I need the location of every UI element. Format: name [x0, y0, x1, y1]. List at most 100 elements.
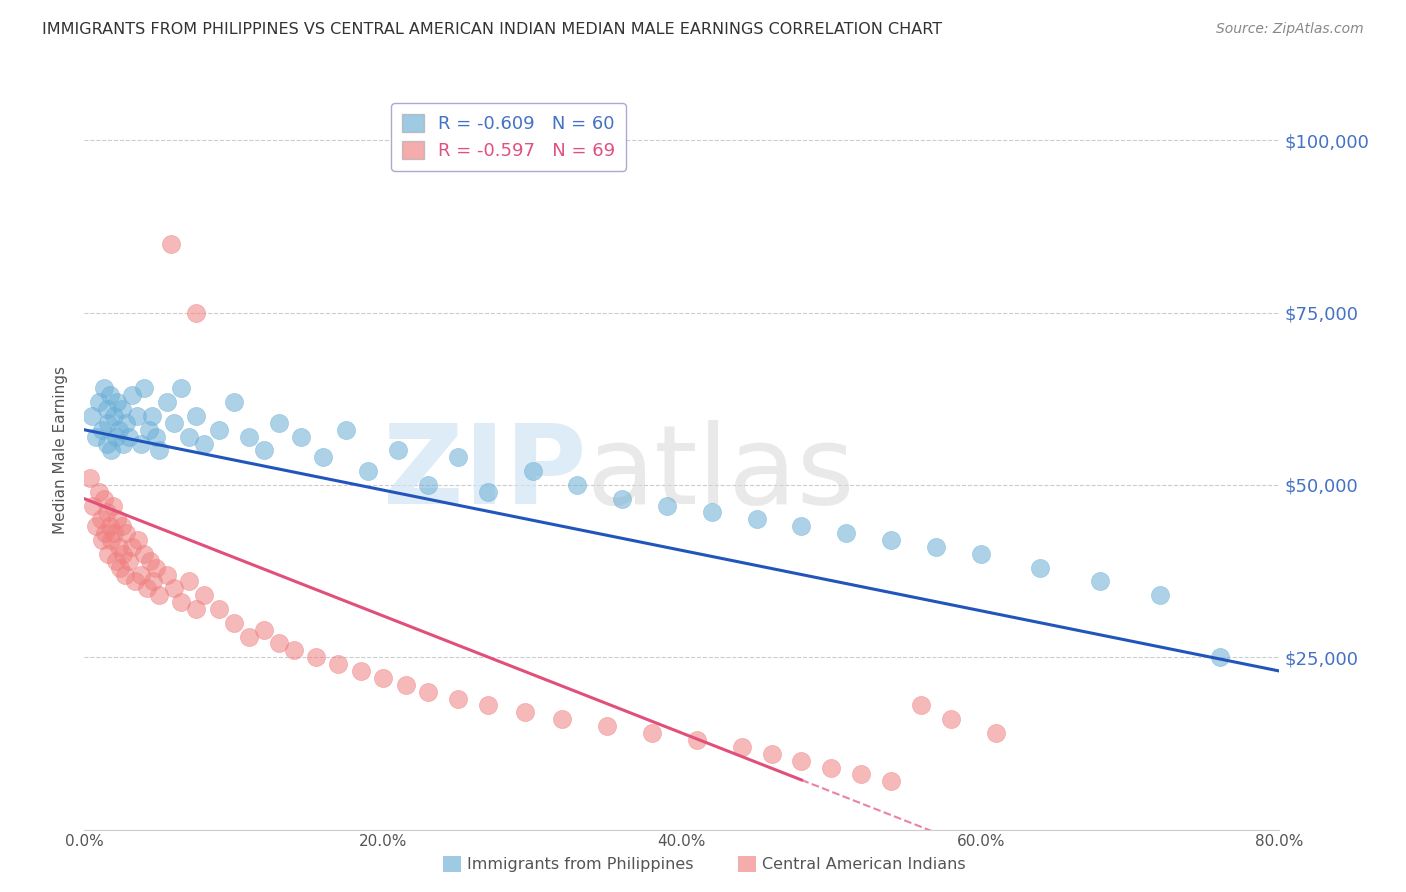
Point	[394, 678, 416, 692]
Point	[984, 726, 1007, 740]
Point	[129, 567, 152, 582]
Point	[193, 436, 215, 450]
Point	[357, 464, 380, 478]
Point	[208, 423, 231, 437]
Point	[100, 443, 122, 458]
Point	[193, 588, 215, 602]
Point	[86, 430, 108, 444]
Point	[447, 691, 470, 706]
Point	[655, 499, 678, 513]
Point	[170, 595, 193, 609]
Point	[910, 698, 932, 713]
Point	[416, 684, 439, 698]
Point	[93, 491, 115, 506]
Point	[96, 506, 118, 520]
Point	[79, 471, 101, 485]
Point	[96, 402, 118, 417]
Point	[387, 443, 409, 458]
Point	[148, 588, 170, 602]
Text: Source: ZipAtlas.com: Source: ZipAtlas.com	[1216, 22, 1364, 37]
Point	[1090, 574, 1112, 589]
Point	[835, 526, 858, 541]
Point	[98, 519, 121, 533]
Point	[103, 409, 125, 423]
Point	[283, 643, 305, 657]
Point	[447, 450, 470, 465]
Point	[98, 388, 121, 402]
Point	[80, 409, 103, 423]
Point	[238, 630, 260, 644]
Point	[89, 395, 111, 409]
Point	[114, 567, 136, 582]
Point	[118, 554, 141, 568]
Point	[305, 650, 328, 665]
Point	[970, 547, 993, 561]
Point	[186, 305, 208, 319]
Point	[141, 409, 163, 423]
Point	[138, 423, 160, 437]
Point	[267, 636, 290, 650]
Point	[91, 423, 114, 437]
Point	[94, 526, 117, 541]
Point	[1149, 588, 1171, 602]
Point	[90, 512, 112, 526]
Point	[97, 416, 120, 430]
Point	[86, 519, 108, 533]
Point	[132, 381, 156, 395]
Point	[820, 760, 842, 774]
Point	[100, 533, 122, 547]
Point	[790, 754, 813, 768]
Point	[761, 747, 783, 761]
Point	[111, 519, 134, 533]
Point	[177, 574, 200, 589]
Point	[112, 547, 135, 561]
Point	[148, 443, 170, 458]
Text: Immigrants from Philippines: Immigrants from Philippines	[467, 857, 693, 871]
Point	[112, 436, 135, 450]
Point	[612, 491, 634, 506]
Point	[115, 526, 138, 541]
Point	[267, 416, 290, 430]
Point	[790, 519, 813, 533]
Point	[186, 409, 208, 423]
Point	[939, 712, 962, 726]
Point	[880, 533, 903, 547]
Text: Central American Indians: Central American Indians	[762, 857, 966, 871]
Point	[312, 450, 335, 465]
Point	[1209, 650, 1232, 665]
Point	[107, 423, 129, 437]
Point	[107, 540, 129, 554]
Point	[139, 554, 162, 568]
Point	[121, 388, 143, 402]
Point	[567, 478, 589, 492]
Point	[105, 395, 128, 409]
Point	[96, 436, 118, 450]
Point	[125, 409, 148, 423]
Point	[253, 623, 276, 637]
Point	[118, 430, 141, 444]
Point	[350, 664, 373, 678]
Point	[91, 533, 114, 547]
Point	[129, 436, 152, 450]
Point	[82, 499, 104, 513]
Point	[222, 615, 245, 630]
Point	[416, 478, 439, 492]
Point	[186, 602, 208, 616]
Point	[104, 554, 127, 568]
Point	[477, 484, 499, 499]
Point	[145, 560, 167, 574]
Point	[111, 402, 134, 417]
Legend: R = -0.609   N = 60, R = -0.597   N = 69: R = -0.609 N = 60, R = -0.597 N = 69	[391, 103, 626, 170]
Point	[132, 547, 156, 561]
Point	[373, 671, 395, 685]
Point	[641, 726, 664, 740]
Text: ZIP: ZIP	[382, 420, 586, 526]
Point	[238, 430, 260, 444]
Point	[1029, 560, 1052, 574]
Point	[177, 430, 200, 444]
Point	[121, 540, 143, 554]
Point	[731, 739, 754, 754]
Point	[127, 533, 149, 547]
Text: atlas: atlas	[586, 420, 855, 526]
Point	[142, 574, 165, 589]
